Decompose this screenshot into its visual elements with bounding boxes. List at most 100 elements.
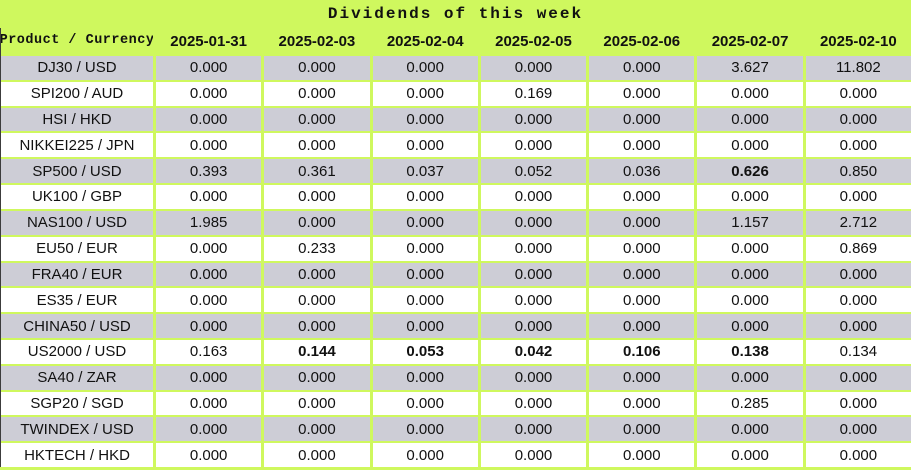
value-cell: 0.000 [156, 262, 262, 287]
value-cell: 0.169 [480, 81, 587, 106]
value-cell: 0.850 [805, 159, 911, 184]
value-cell: 0.000 [264, 81, 370, 106]
value-cell: 0.000 [589, 185, 695, 209]
value-cell: 0.000 [156, 314, 262, 338]
value-cell: 0.000 [372, 365, 478, 390]
value-cell: 0.000 [805, 365, 911, 390]
column-header-date: 2025-02-06 [589, 28, 695, 54]
value-cell: 0.000 [480, 365, 587, 390]
value-cell: 0.042 [480, 339, 587, 364]
value-cell: 0.000 [156, 107, 262, 132]
value-cell: 0.138 [697, 339, 803, 364]
value-cell: 0.000 [697, 262, 803, 287]
product-cell: HSI / HKD [1, 107, 153, 132]
value-cell: 0.000 [480, 236, 587, 261]
value-cell: 0.000 [589, 56, 695, 80]
value-cell: 0.000 [480, 443, 587, 467]
value-cell: 0.000 [264, 210, 370, 235]
value-cell: 0.000 [480, 56, 587, 80]
value-cell: 0.000 [156, 81, 262, 106]
value-cell: 0.000 [264, 365, 370, 390]
value-cell: 0.000 [697, 314, 803, 338]
value-cell: 0.037 [372, 159, 478, 184]
column-header-date: 2025-02-04 [372, 28, 478, 54]
value-cell: 0.393 [156, 159, 262, 184]
value-cell: 0.106 [589, 339, 695, 364]
value-cell: 0.000 [264, 56, 370, 80]
value-cell: 0.000 [589, 236, 695, 261]
product-cell: NIKKEI225 / JPN [1, 133, 153, 158]
value-cell: 0.144 [264, 339, 370, 364]
value-cell: 0.000 [372, 81, 478, 106]
value-cell: 0.134 [805, 339, 911, 364]
value-cell: 0.000 [480, 185, 587, 209]
value-cell: 0.000 [697, 133, 803, 158]
value-cell: 0.000 [805, 288, 911, 313]
value-cell: 0.000 [156, 56, 262, 80]
value-cell: 0.000 [805, 314, 911, 338]
value-cell: 0.000 [697, 107, 803, 132]
column-header-date: 2025-02-05 [480, 28, 587, 54]
value-cell: 1.985 [156, 210, 262, 235]
value-cell: 0.000 [156, 365, 262, 390]
value-cell: 0.000 [589, 288, 695, 313]
product-cell: SP500 / USD [1, 159, 153, 184]
value-cell: 0.000 [805, 417, 911, 442]
column-header-date: 2025-01-31 [156, 28, 262, 54]
product-cell: NAS100 / USD [1, 210, 153, 235]
value-cell: 0.000 [372, 314, 478, 338]
value-cell: 0.000 [697, 81, 803, 106]
value-cell: 0.000 [480, 107, 587, 132]
value-cell: 0.233 [264, 236, 370, 261]
value-cell: 0.000 [264, 417, 370, 442]
value-cell: 0.000 [156, 185, 262, 209]
product-cell: CHINA50 / USD [1, 314, 153, 338]
column-header-date: 2025-02-10 [805, 28, 911, 54]
value-cell: 1.157 [697, 210, 803, 235]
value-cell: 0.000 [805, 185, 911, 209]
page-title: Dividends of this week [327, 5, 584, 23]
value-cell: 0.000 [156, 288, 262, 313]
value-cell: 0.000 [372, 391, 478, 416]
product-cell: FRA40 / EUR [1, 262, 153, 287]
value-cell: 0.000 [372, 236, 478, 261]
value-cell: 0.000 [372, 133, 478, 158]
value-cell: 0.000 [589, 262, 695, 287]
title-bar: Dividends of this week [0, 0, 911, 28]
value-cell: 0.000 [697, 185, 803, 209]
value-cell: 0.000 [697, 288, 803, 313]
value-cell: 0.000 [697, 443, 803, 467]
value-cell: 0.000 [372, 185, 478, 209]
value-cell: 0.000 [264, 107, 370, 132]
value-cell: 0.000 [264, 185, 370, 209]
product-cell: DJ30 / USD [1, 56, 153, 80]
product-cell: SGP20 / SGD [1, 391, 153, 416]
value-cell: 0.000 [589, 443, 695, 467]
value-cell: 0.000 [589, 107, 695, 132]
value-cell: 0.000 [480, 133, 587, 158]
value-cell: 0.000 [589, 391, 695, 416]
value-cell: 0.000 [156, 133, 262, 158]
value-cell: 2.712 [805, 210, 911, 235]
value-cell: 0.052 [480, 159, 587, 184]
dividends-grid: Product / Currency 2025-01-31 2025-02-03 20… [0, 28, 911, 467]
value-cell: 0.000 [156, 391, 262, 416]
value-cell: 0.000 [589, 133, 695, 158]
value-cell: 0.000 [805, 81, 911, 106]
value-cell: 0.000 [805, 107, 911, 132]
value-cell: 0.000 [264, 133, 370, 158]
value-cell: 0.000 [156, 236, 262, 261]
value-cell: 0.000 [589, 314, 695, 338]
value-cell: 0.000 [264, 314, 370, 338]
product-cell: SPI200 / AUD [1, 81, 153, 106]
value-cell: 0.000 [697, 365, 803, 390]
value-cell: 0.053 [372, 339, 478, 364]
product-cell: US2000 / USD [1, 339, 153, 364]
value-cell: 0.000 [480, 417, 587, 442]
product-cell: UK100 / GBP [1, 185, 153, 209]
value-cell: 0.036 [589, 159, 695, 184]
value-cell: 0.000 [156, 417, 262, 442]
value-cell: 0.000 [480, 314, 587, 338]
value-cell: 0.000 [156, 443, 262, 467]
